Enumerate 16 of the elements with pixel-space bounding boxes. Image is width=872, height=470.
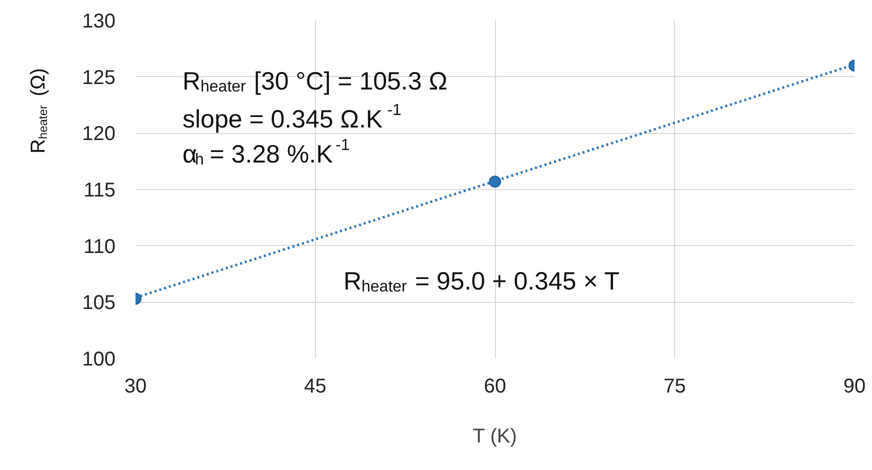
y-tick-label: 120	[82, 123, 116, 146]
y-tick-label: 100	[82, 348, 116, 370]
y-tick-label: 105	[82, 292, 116, 314]
x-tick-label: 30	[124, 376, 147, 398]
x-tick-label: 60	[484, 376, 506, 398]
y-tick-label: 115	[84, 180, 116, 202]
y-axis-title: Rheater (Ω)	[28, 68, 50, 154]
x-tick-label: 75	[664, 376, 686, 398]
annotation: Rheater = 95.0 + 0.345 × T	[344, 268, 620, 296]
y-tick-label: 130	[82, 10, 116, 32]
annotation: Rheater [30 °C] = 105.3 Ω	[182, 68, 448, 96]
x-tick-label: 90	[843, 376, 866, 398]
y-tick-label: 125	[82, 66, 116, 89]
y-tick-label: 110	[84, 236, 116, 258]
x-tick-label: 45	[304, 376, 326, 398]
x-axis-title: T (K)	[472, 426, 517, 448]
